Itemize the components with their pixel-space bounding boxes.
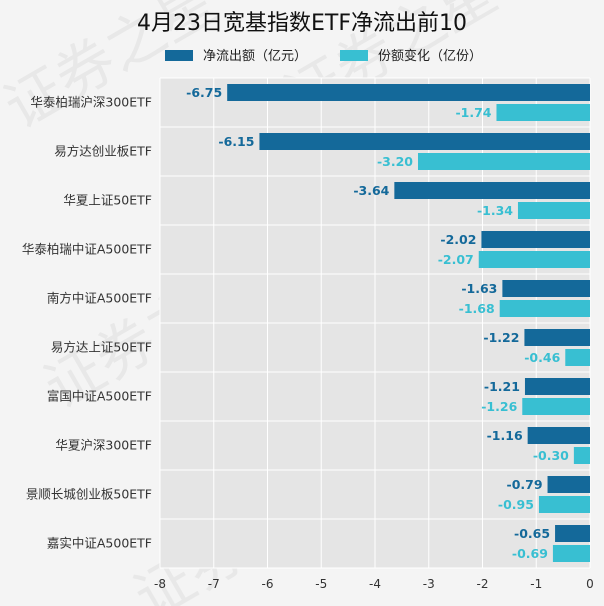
data-label-share-change: -2.07 (438, 252, 474, 267)
bar-net-outflow (547, 476, 590, 493)
bar-net-outflow (555, 525, 590, 542)
data-label-share-change: -1.68 (459, 301, 495, 316)
data-label-net-outflow: -1.63 (461, 281, 497, 296)
x-tick-label: -1 (530, 577, 542, 591)
legend-swatch-share-change (340, 50, 368, 61)
x-tick-label: -4 (369, 577, 381, 591)
bar-net-outflow (527, 427, 590, 444)
legend-label-net-outflow: 净流出额（亿元） (203, 49, 307, 64)
bar-share-change (522, 398, 590, 415)
data-label-net-outflow: -6.15 (218, 134, 254, 149)
category-label: 华泰柏瑞中证A500ETF (22, 242, 152, 257)
bar-share-change (478, 251, 590, 268)
data-label-net-outflow: -1.22 (483, 330, 519, 345)
category-label: 华泰柏瑞沪深300ETF (30, 95, 152, 110)
x-tick-label: -7 (208, 577, 220, 591)
x-tick-label: -6 (262, 577, 274, 591)
category-label: 华夏沪深300ETF (55, 438, 152, 453)
category-label: 景顺长城创业板50ETF (26, 487, 152, 502)
x-tick-label: -2 (477, 577, 489, 591)
legend-swatch-net-outflow (165, 50, 193, 61)
category-label: 易方达上证50ETF (51, 340, 152, 355)
data-labels: -6.75 -1.74 -6.15 -3.20 -3.64 -1.34-2.02 -2.07… (186, 85, 569, 561)
data-label-net-outflow: -2.02 (440, 232, 476, 247)
bar-share-change (552, 545, 590, 562)
data-label-net-outflow: -0.65 (514, 526, 550, 541)
category-label: 南方中证A500ETF (47, 291, 152, 306)
bar-share-change (517, 202, 590, 219)
bar-net-outflow (524, 378, 590, 395)
x-tick-label: 0 (586, 577, 594, 591)
legend-label-share-change: 份额变化（亿份） (378, 48, 482, 64)
data-label-net-outflow: -1.16 (487, 428, 523, 443)
category-label: 嘉实中证A500ETF (47, 536, 152, 551)
bar-share-change (538, 496, 590, 513)
data-label-net-outflow: -3.64 (353, 183, 389, 198)
category-labels: 华泰柏瑞沪深300ETF 易方达创业板ETF 华夏上证50ETF 华泰柏瑞中证A500… (22, 95, 152, 551)
x-tick-label: -3 (423, 577, 435, 591)
bar-net-outflow (394, 182, 590, 199)
bar-net-outflow (259, 133, 590, 150)
category-label: 易方达创业板ETF (54, 144, 152, 159)
data-label-net-outflow: -0.79 (507, 477, 543, 492)
data-label-share-change: -1.34 (477, 203, 513, 218)
data-label-share-change: -0.69 (512, 546, 548, 561)
chart-title: 4月23日宽基指数ETF净流出前10 (137, 11, 467, 36)
category-label: 华夏上证50ETF (63, 193, 152, 208)
bar-net-outflow (481, 231, 590, 248)
data-label-share-change: -1.26 (481, 399, 517, 414)
data-label-share-change: -0.46 (524, 350, 560, 365)
bar-net-outflow (524, 329, 590, 346)
data-label-net-outflow: -6.75 (186, 85, 222, 100)
bar-share-change (573, 447, 590, 464)
x-tick-label: -8 (154, 577, 166, 591)
category-label: 富国中证A500ETF (47, 389, 152, 404)
bar-share-change (499, 300, 590, 317)
data-label-share-change: -1.74 (455, 105, 491, 120)
bar-net-outflow (502, 280, 590, 297)
data-label-share-change: -0.95 (498, 497, 534, 512)
x-axis-ticks: -8 -7 -6 -5 -4 -3 -2 -1 0 (154, 577, 594, 591)
bar-share-change (418, 153, 590, 170)
bar-share-change (565, 349, 590, 366)
legend: 净流出额（亿元） 份额变化（亿份） (165, 48, 482, 64)
bar-share-change (496, 104, 590, 121)
x-tick-label: -5 (315, 577, 327, 591)
data-label-share-change: -3.20 (377, 154, 413, 169)
data-label-net-outflow: -1.21 (484, 379, 520, 394)
bar-net-outflow (227, 84, 590, 101)
bars (227, 84, 590, 562)
data-label-share-change: -0.30 (533, 448, 569, 463)
